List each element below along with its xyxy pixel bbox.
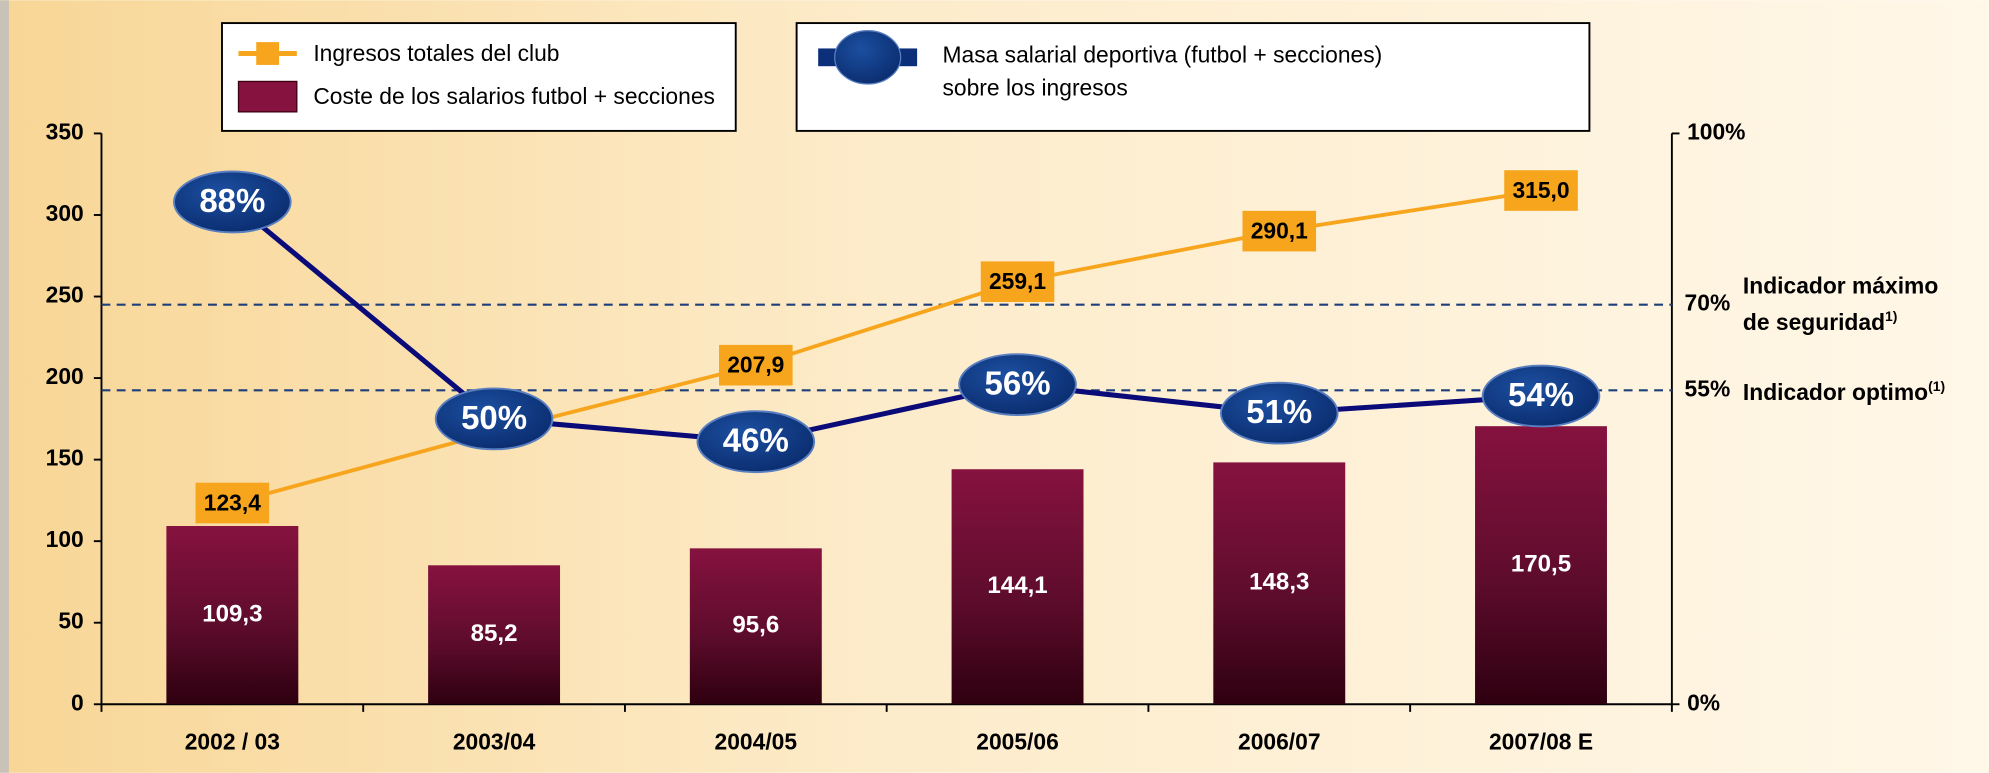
legend-label: Masa salarial deportiva (futbol + seccio… bbox=[942, 42, 1383, 101]
y-tick-label: 350 bbox=[46, 118, 84, 144]
legend-text-box: Masa salarial deportiva (futbol + seccio… bbox=[942, 42, 1383, 101]
bar-value-label: 109,3 bbox=[202, 600, 262, 627]
legend: Ingresos totales del club Coste de los sa… bbox=[221, 22, 1591, 132]
bar bbox=[689, 548, 822, 705]
bar-value-label: 148,3 bbox=[1249, 569, 1309, 596]
reference-label: 70% bbox=[1685, 290, 1731, 316]
left-edge bbox=[0, 0, 9, 773]
x-tick-label: 2006/07 bbox=[1238, 729, 1321, 755]
value-label-box bbox=[1504, 170, 1578, 211]
y-tick-label: 150 bbox=[46, 445, 84, 471]
legend-swatch bbox=[237, 80, 298, 113]
bar bbox=[1475, 426, 1607, 705]
legend-marker bbox=[256, 42, 280, 65]
ratio-marker bbox=[434, 387, 554, 451]
series-line bbox=[231, 188, 1542, 505]
reference-text-main: Indicador máximo de seguridad bbox=[1742, 272, 1939, 336]
reference-sup: 1) bbox=[1885, 309, 1898, 325]
reference-text: Indicador optimo(1) bbox=[1743, 372, 1989, 409]
legend-label: Coste de los salarios futbol + secciones bbox=[313, 83, 715, 109]
bar-value-label: 95,6 bbox=[732, 612, 779, 639]
ratio-marker bbox=[696, 410, 816, 474]
y2-tick-label: 100% bbox=[1687, 118, 1745, 144]
line-value-label: 207,9 bbox=[727, 351, 784, 377]
bar bbox=[428, 565, 561, 705]
bar bbox=[951, 469, 1084, 705]
ratio-label: 56% bbox=[985, 365, 1051, 402]
bar-value-label: 144,1 bbox=[987, 572, 1047, 599]
bar-value-label: 85,2 bbox=[471, 620, 518, 647]
reference-text: Indicador máximo de seguridad1) bbox=[1743, 270, 1989, 338]
y-tick-label: 200 bbox=[46, 363, 84, 389]
y-tick-label: 250 bbox=[46, 282, 84, 308]
legend-label: Ingresos totales del club bbox=[313, 40, 559, 66]
legend-marker bbox=[834, 30, 902, 85]
y-tick-label: 0 bbox=[71, 689, 84, 715]
x-tick-label: 2003/04 bbox=[453, 729, 536, 755]
x-tick-label: 2005/06 bbox=[976, 729, 1059, 755]
reference-text-box: Indicador optimo(1) bbox=[1743, 372, 1989, 409]
x-tick-label: 2002 / 03 bbox=[185, 729, 280, 755]
ratio-marker bbox=[1481, 364, 1601, 428]
ratio-marker bbox=[173, 170, 292, 234]
ratio-label: 50% bbox=[461, 399, 527, 436]
line-value-label: 290,1 bbox=[1251, 217, 1308, 243]
ratio-marker bbox=[1219, 381, 1339, 445]
x-tick-label: 2004/05 bbox=[715, 729, 798, 755]
reference-text-main: Indicador optimo bbox=[1742, 379, 1929, 405]
reference-text-box: Indicador máximo de seguridad1) bbox=[1743, 270, 1989, 338]
ratio-label: 46% bbox=[723, 422, 789, 459]
value-label-box bbox=[980, 261, 1055, 302]
ratio-label: 54% bbox=[1508, 376, 1574, 413]
reference-sup: (1) bbox=[1928, 379, 1946, 395]
line-value-label: 123,4 bbox=[204, 489, 261, 515]
value-label-box bbox=[719, 344, 793, 386]
ratio-label: 88% bbox=[199, 182, 265, 219]
y-tick-label: 300 bbox=[46, 200, 84, 226]
ratio-marker bbox=[958, 353, 1077, 416]
y-tick-label: 100 bbox=[46, 526, 84, 552]
line-value-label: 315,0 bbox=[1512, 177, 1569, 203]
y-tick-label: 50 bbox=[58, 608, 83, 634]
bar bbox=[166, 525, 299, 705]
legend-box bbox=[795, 22, 1591, 132]
reference-label: 55% bbox=[1685, 375, 1731, 401]
line-value-label: 259,1 bbox=[989, 268, 1046, 294]
ratio-label: 51% bbox=[1246, 393, 1312, 430]
x-tick-label: 2007/08 E bbox=[1489, 729, 1593, 755]
value-label-box bbox=[195, 482, 270, 524]
bar-value-label: 170,5 bbox=[1511, 551, 1571, 578]
legend-box bbox=[221, 22, 737, 132]
y2-tick-label: 0% bbox=[1687, 689, 1720, 715]
bar bbox=[1213, 462, 1346, 705]
value-label-box bbox=[1242, 210, 1317, 252]
